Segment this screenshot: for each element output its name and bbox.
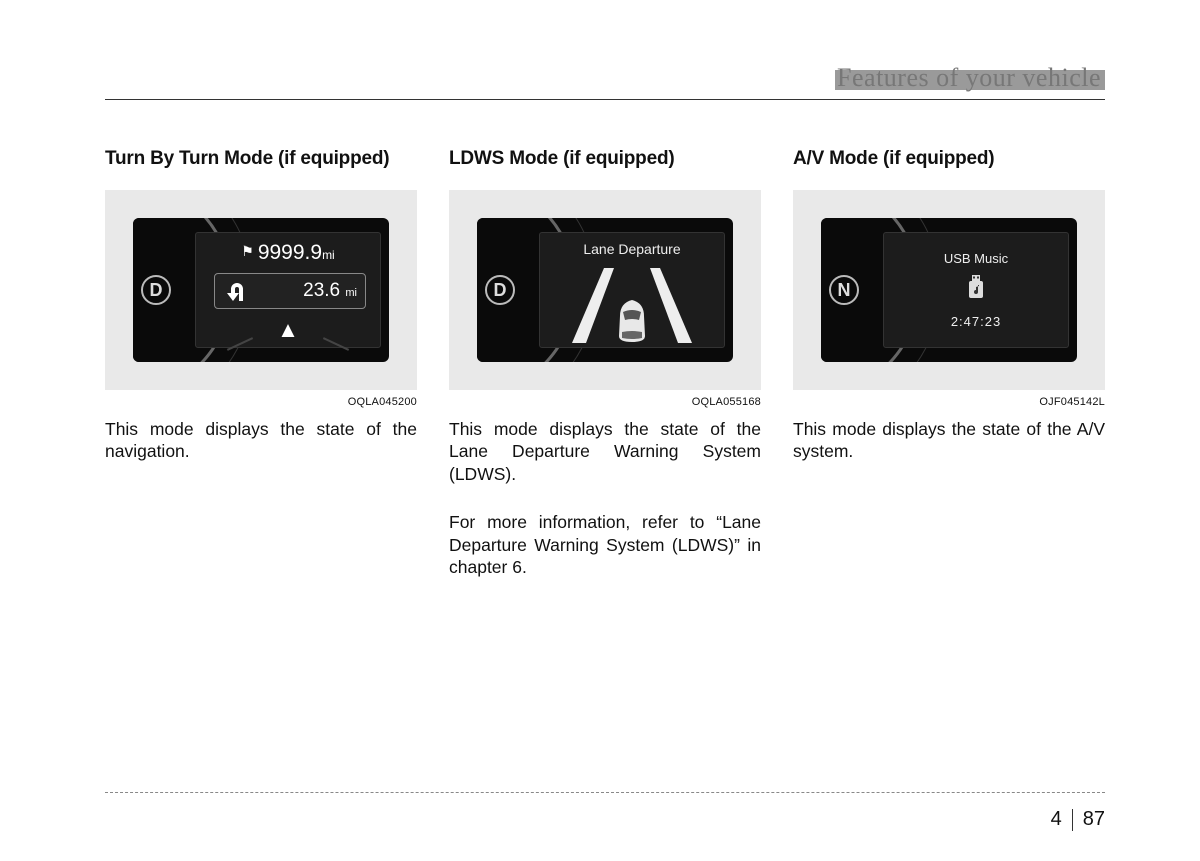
gear-indicator: N <box>829 275 859 305</box>
figure-tbt: D ⚑9999.9mi 23.6 mi ▲ <box>105 190 417 390</box>
page-header: Features of your vehicle <box>105 60 1105 100</box>
av-description: This mode displays the state of the A/V … <box>793 418 1105 463</box>
figure-code-av: OJF045142L <box>793 396 1105 408</box>
road-edge-right <box>323 337 349 351</box>
checkered-flag-icon: ⚑ <box>241 243 254 260</box>
cluster-display-av: N USB Music 2:47:23 <box>821 218 1077 362</box>
tbt-description: This mode displays the state of the navi… <box>105 418 417 463</box>
tbt-next-value: 23.6 <box>303 280 340 301</box>
column-av: A/V Mode (if equipped) N USB Music 2:47:… <box>793 148 1105 604</box>
figure-code-tbt: OQLA045200 <box>105 396 417 408</box>
car-icon <box>619 300 645 342</box>
lane-departure-graphic <box>572 268 692 343</box>
footer-divider <box>105 792 1105 793</box>
tbt-destination-distance: ⚑9999.9mi <box>196 241 380 265</box>
av-source-label: USB Music <box>884 251 1068 266</box>
heading-ldws: LDWS Mode (if equipped) <box>449 148 761 170</box>
uturn-arrow-icon <box>223 279 251 303</box>
page-number-value: 87 <box>1083 808 1105 831</box>
column-ldws: LDWS Mode (if equipped) D Lane Departure <box>449 148 761 604</box>
ldws-screen: Lane Departure <box>539 232 725 348</box>
heading-av: A/V Mode (if equipped) <box>793 148 1105 170</box>
av-screen: USB Music 2:47:23 <box>883 232 1069 348</box>
column-turn-by-turn: Turn By Turn Mode (if equipped) D ⚑9999.… <box>105 148 417 604</box>
tbt-screen: ⚑9999.9mi 23.6 mi ▲ <box>195 232 381 348</box>
ldws-description-2: For more information, refer to “Lane Dep… <box>449 511 761 578</box>
page-number: 4 87 <box>1051 808 1105 831</box>
tbt-dest-value: 9999.9 <box>258 241 322 264</box>
heading-tbt: Turn By Turn Mode (if equipped) <box>105 148 417 170</box>
ldws-description-1: This mode displays the state of the Lane… <box>449 418 761 485</box>
header-title: Features of your vehicle <box>837 63 1101 93</box>
cluster-display-ldws: D Lane Departure <box>477 218 733 362</box>
ldws-label: Lane Departure <box>540 241 724 257</box>
figure-ldws: D Lane Departure <box>449 190 761 390</box>
lane-line-right <box>650 268 692 343</box>
av-elapsed-time: 2:47:23 <box>884 314 1068 329</box>
chapter-number: 4 <box>1051 808 1062 831</box>
tbt-dest-unit: mi <box>322 248 335 262</box>
figure-av: N USB Music 2:47:23 <box>793 190 1105 390</box>
content-columns: Turn By Turn Mode (if equipped) D ⚑9999.… <box>105 148 1105 604</box>
straight-arrow-icon: ▲ <box>277 317 299 343</box>
usb-music-icon <box>967 275 985 299</box>
lane-line-left <box>572 268 614 343</box>
road-edge-left <box>227 337 253 351</box>
tbt-next-distance: 23.6 mi <box>303 280 357 302</box>
page-separator <box>1072 809 1073 831</box>
figure-code-ldws: OQLA055168 <box>449 396 761 408</box>
tbt-next-unit: mi <box>345 287 357 299</box>
tbt-next-turn-box: 23.6 mi <box>214 273 366 309</box>
cluster-display-tbt: D ⚑9999.9mi 23.6 mi ▲ <box>133 218 389 362</box>
gear-indicator: D <box>485 275 515 305</box>
gear-indicator: D <box>141 275 171 305</box>
